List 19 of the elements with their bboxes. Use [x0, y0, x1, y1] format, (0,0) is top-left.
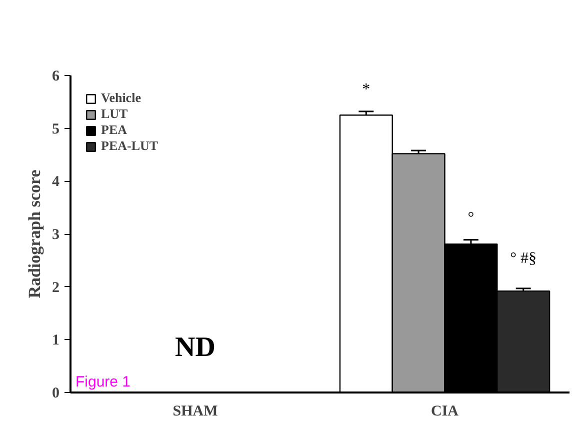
legend-label: PEA [101, 122, 127, 138]
annotation: ° [468, 209, 474, 226]
y-tick-label: 3 [52, 227, 60, 243]
y-tick-label: 6 [52, 68, 60, 84]
y-tick-label: 0 [52, 386, 60, 402]
y-tick-label: 1 [52, 332, 60, 349]
legend-label: Vehicle [101, 90, 141, 106]
legend-label: LUT [101, 106, 128, 122]
y-tick-label: 5 [52, 121, 60, 138]
legend-label: PEA-LUT [101, 138, 158, 154]
annotation: Figure 1 [76, 374, 131, 390]
y-axis-title: Radiograph score [25, 169, 44, 298]
annotation: ND [175, 332, 216, 363]
annotation: ° #§ [510, 250, 537, 267]
y-tick-label: 4 [52, 174, 60, 190]
annotation: * [362, 80, 370, 98]
y-tick-label: 2 [52, 280, 60, 296]
x-tick-label: SHAM [172, 404, 218, 420]
x-tick-label: CIA [431, 404, 459, 420]
